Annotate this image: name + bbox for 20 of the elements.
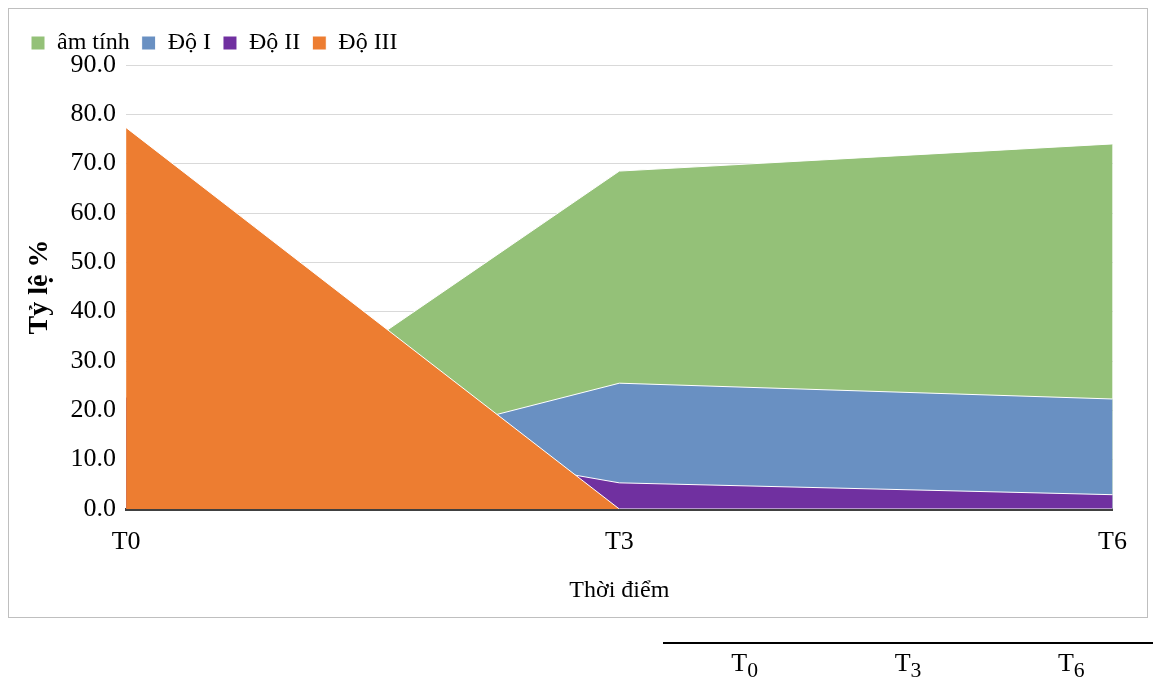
y-tick-label: 40.0 [70, 295, 117, 325]
x-axis-title: Thời điểm [569, 575, 670, 602]
y-axis-title: Tỷ lệ % [22, 239, 54, 335]
x-tick-label: T0 [111, 526, 141, 556]
legend-label: Độ I [167, 28, 211, 55]
y-tick-label: 10.0 [70, 443, 117, 473]
text: T$_{3}$ [893, 647, 923, 684]
legend-label: Độ III [338, 28, 398, 55]
y-tick-label: 60.0 [70, 196, 117, 226]
x-tick-label: T6 [1098, 526, 1127, 556]
text: T$_{0}$ [730, 647, 759, 684]
y-tick-label: 80.0 [70, 98, 117, 128]
x-tick-label: T3 [604, 526, 634, 556]
text: T$_{6}$ [1056, 647, 1086, 684]
y-tick-label: 20.0 [70, 394, 117, 424]
y-tick-label: 70.0 [70, 147, 117, 177]
y-tick-label: 30.0 [70, 344, 117, 374]
legend-label: Độ II [248, 28, 301, 55]
y-tick-label: 50.0 [70, 246, 117, 276]
y-tick-label: 0.0 [83, 492, 117, 522]
